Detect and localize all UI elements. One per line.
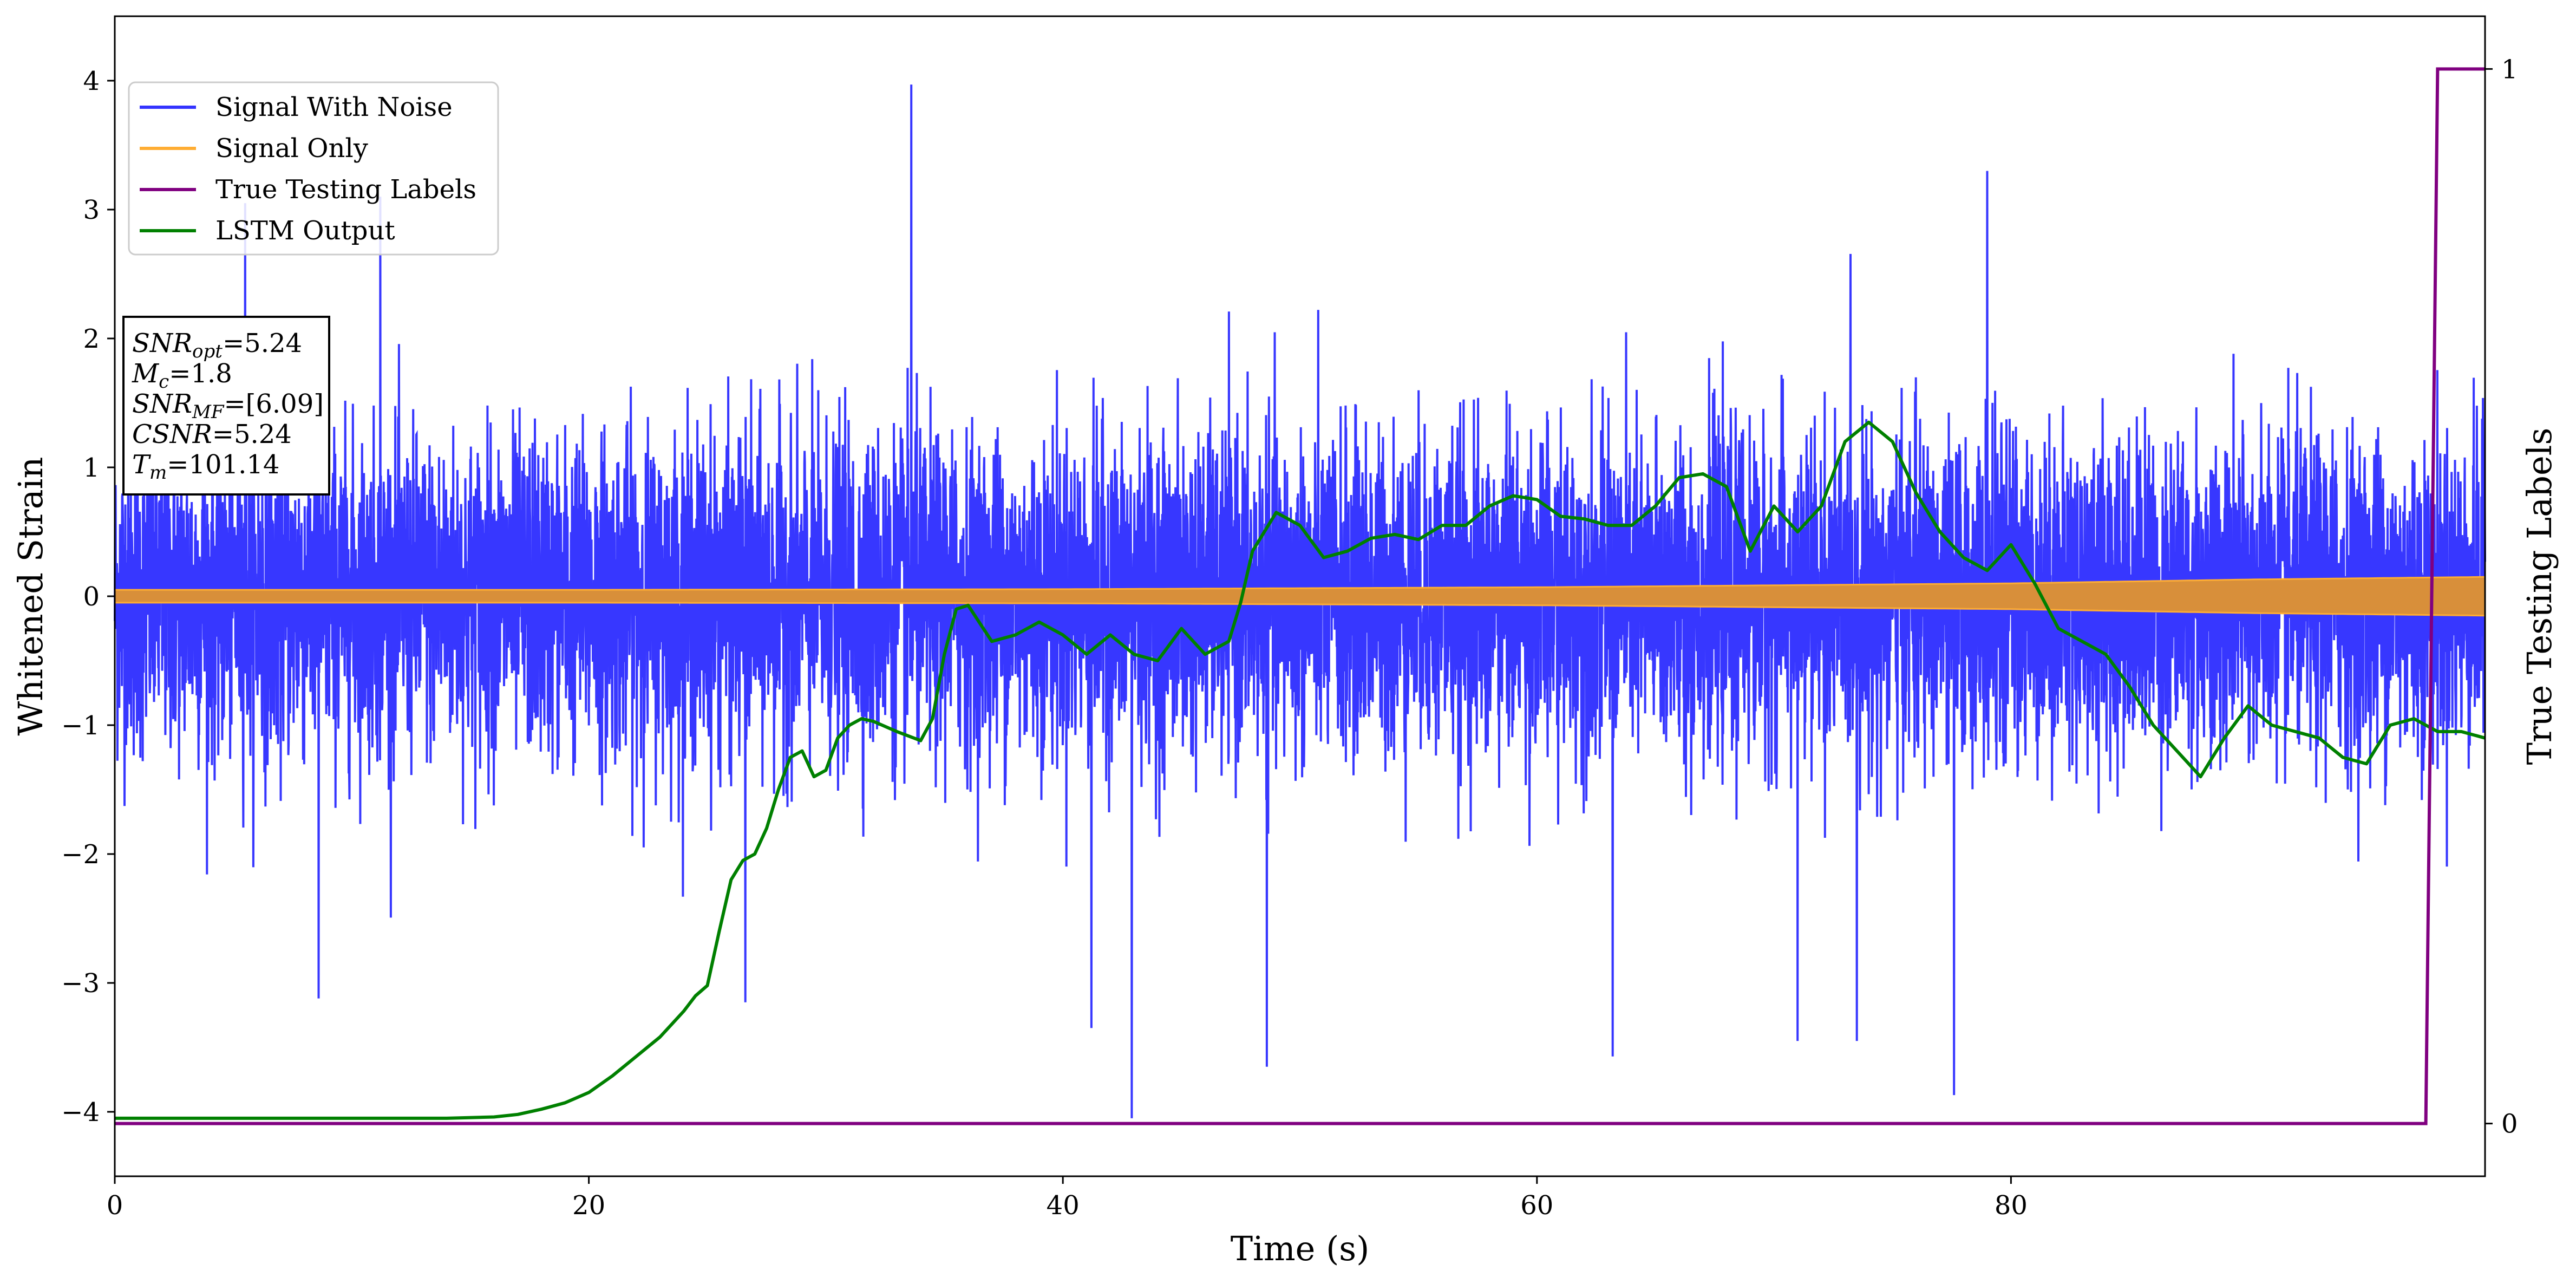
legend-entry-label: True Testing Labels (215, 174, 476, 205)
y-tick-label: −2 (61, 839, 100, 870)
legend-entry-label: Signal Only (215, 133, 368, 164)
y2-axis-label: True Testing Labels (2520, 428, 2559, 765)
x-tick-label: 60 (1520, 1190, 1553, 1221)
y-tick-label: 4 (83, 66, 100, 96)
true-testing-labels-line (115, 67, 2485, 1125)
info-box: SNRopt=5.24Mc=1.8SNRMF=[6.09]CSNR=5.24Tm… (122, 316, 330, 496)
info-line-value: =1.8 (169, 359, 232, 389)
info-line-subscript: c (159, 371, 169, 393)
x-axis-label: Time (s) (1231, 1229, 1370, 1268)
info-line-value: =101.14 (167, 449, 279, 480)
y-tick-label: 0 (83, 582, 100, 612)
info-line-subscript: m (149, 462, 167, 484)
signal-with-noise-line (114, 84, 2486, 1118)
true-testing-labels-layer (115, 67, 2485, 1125)
info-line: CSNR=5.24 (132, 419, 292, 449)
info-line-name: SNR (132, 328, 192, 359)
info-line-subscript: opt (192, 341, 223, 362)
info-line: SNRopt=5.24 (132, 328, 302, 362)
signal-with-noise-layer (114, 84, 2486, 1118)
info-line-name: T (132, 449, 151, 480)
legend-entry-label: Signal With Noise (215, 92, 453, 122)
info-line-name: SNR (132, 389, 192, 419)
y-tick-label: −4 (61, 1097, 100, 1128)
y2-tick-label: 1 (2501, 54, 2518, 84)
lstm-output-line (115, 420, 2486, 1120)
y-tick-label: −3 (61, 968, 100, 999)
x-tick-label: 0 (107, 1190, 123, 1221)
x-tick-label: 20 (572, 1190, 605, 1221)
y-axis-label: Whitened Strain (11, 457, 50, 736)
info-line: Mc=1.8 (132, 359, 232, 393)
info-line-value: =5.24 (223, 328, 302, 359)
info-line-value: =5.24 (212, 419, 292, 449)
info-box-frame (122, 316, 330, 496)
y-tick-label: 1 (83, 453, 100, 483)
info-line-name: M (132, 359, 160, 389)
info-line-value: =[6.09] (224, 389, 324, 419)
info-line: SNRMF=[6.09] (132, 389, 324, 423)
info-line-name: CSNR (132, 419, 212, 449)
y-tick-label: 3 (83, 195, 100, 225)
legend: Signal With Noise Signal Only True Testing… (128, 81, 499, 256)
x-tick-label: 80 (1995, 1190, 2028, 1221)
y2-tick-label: 0 (2501, 1109, 2518, 1139)
y-tick-label: 2 (83, 324, 100, 354)
x-tick-label: 40 (1047, 1190, 1080, 1221)
legend-frame (128, 81, 499, 256)
legend-entry-label: LSTM Output (215, 216, 395, 246)
info-line: Tm=101.14 (132, 449, 279, 484)
info-line-subscript: MF (192, 401, 225, 423)
lstm-output-layer (115, 420, 2486, 1120)
y-tick-label: −1 (61, 711, 100, 741)
